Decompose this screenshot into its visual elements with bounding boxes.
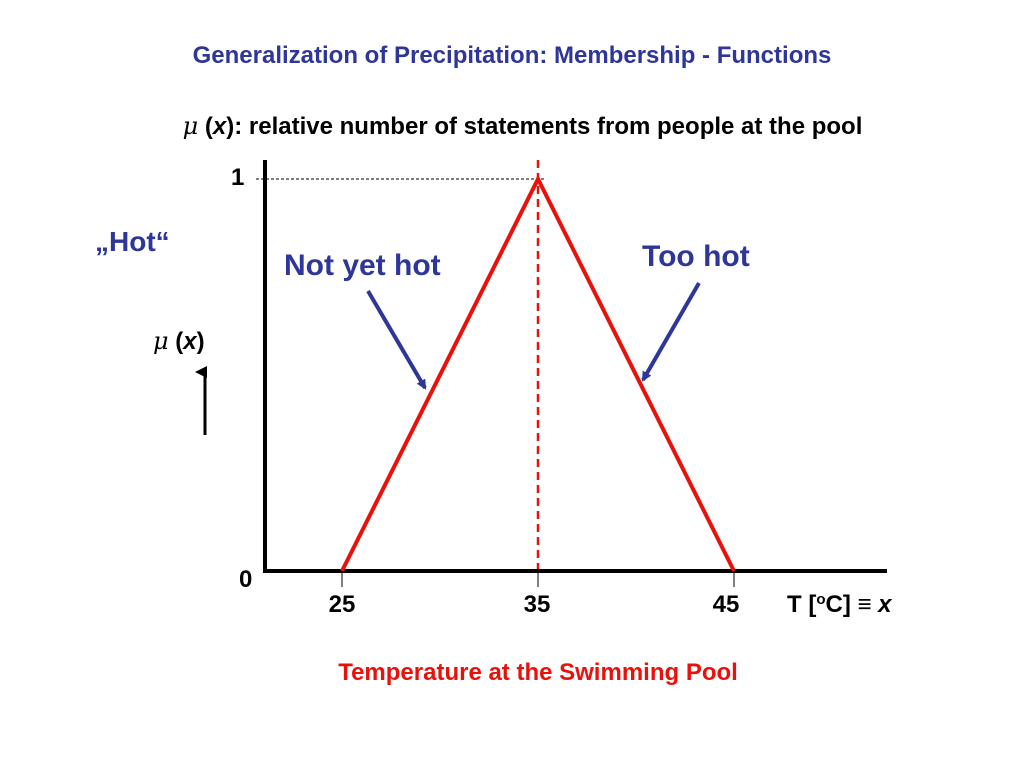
y-axis-mu-symbol: μ — [153, 327, 169, 355]
chart-subtitle: μ (x): relative number of statements fro… — [0, 112, 1024, 141]
x-axis-x: x — [878, 591, 892, 618]
subtitle-open: ( — [198, 113, 213, 140]
y-axis-x: x — [183, 328, 197, 355]
x-axis-suffix: C] ≡ — [825, 591, 879, 618]
subtitle-mu-symbol: μ — [182, 112, 199, 140]
hot-label: „Hot“ — [95, 226, 170, 257]
y-axis-open: ( — [168, 328, 184, 355]
subtitle-rest: ): relative number of statements from pe… — [226, 113, 863, 140]
annotation-too-hot: Too hot — [642, 240, 750, 273]
x-axis-label: T [oC] ≡ x — [787, 591, 892, 619]
y-axis-close: ) — [196, 328, 205, 355]
x-tick-label-35: 35 — [523, 591, 551, 618]
chart-caption: Temperature at the Swimming Pool — [338, 659, 738, 686]
slide-title: Generalization of Precipitation: Members… — [192, 42, 832, 69]
x-tick-label-25: 25 — [328, 591, 356, 618]
x-axis-prefix: T [ — [787, 591, 817, 618]
y-tick-label-1: 1 — [231, 164, 245, 191]
x-tick-label-45: 45 — [712, 591, 740, 618]
arrow-not-yet-hot — [366, 289, 427, 390]
annotation-not-yet-hot: Not yet hot — [284, 249, 441, 282]
x-axis-degree: o — [816, 591, 826, 608]
subtitle-x: x — [212, 113, 227, 140]
arrow-too-hot — [641, 282, 701, 382]
y-axis-label: μ (x) — [153, 327, 205, 356]
y-tick-label-0: 0 — [239, 566, 253, 593]
